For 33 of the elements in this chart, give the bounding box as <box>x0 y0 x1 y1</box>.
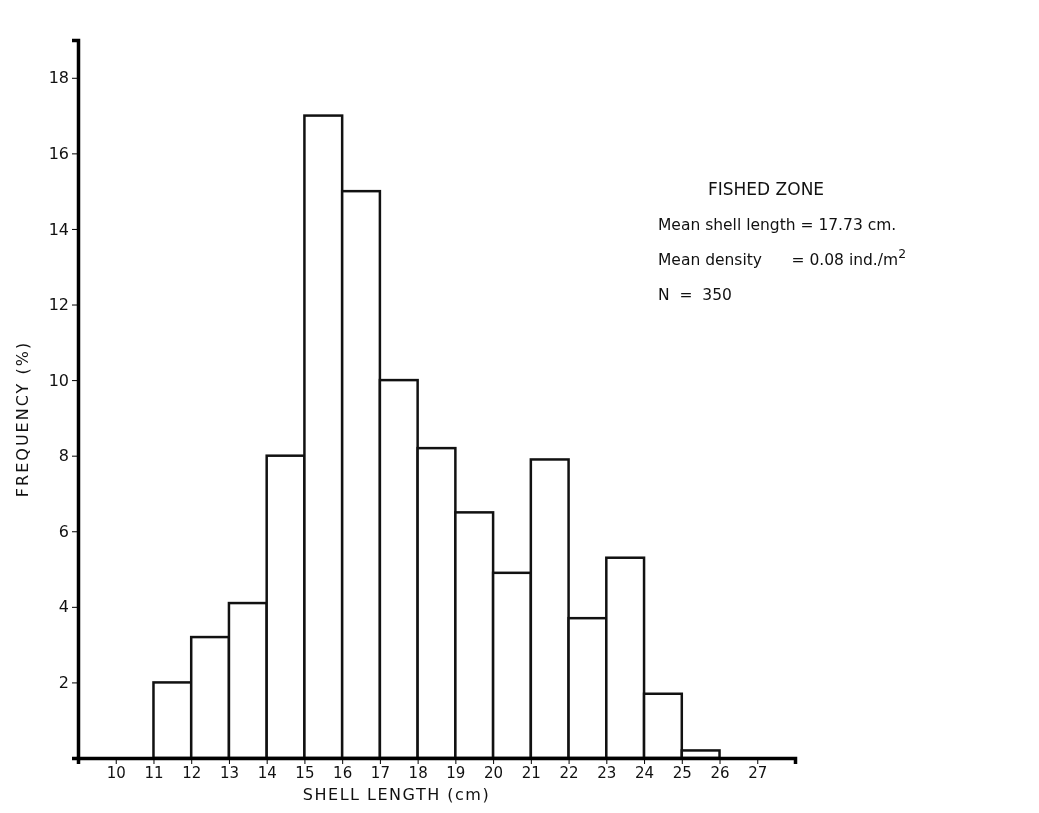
x-axis-title: SHELL LENGTH (cm) <box>302 785 491 804</box>
y-tick-label: 10 <box>48 370 69 390</box>
x-tick-label: 24 <box>635 763 655 782</box>
y-tick-label: 2 <box>58 673 69 693</box>
x-tick-label: 18 <box>408 763 428 782</box>
x-tick-label: 25 <box>672 763 692 782</box>
x-tick-label: 21 <box>521 763 541 782</box>
x-tick-label: 15 <box>295 763 315 782</box>
annotation: Mean density = 0.08 ind./m$^{2}$ <box>658 245 907 269</box>
x-tick-label: 14 <box>257 763 277 782</box>
x-tick-label: 27 <box>748 763 768 782</box>
y-axis-title: FREQUENCY (%) <box>13 340 32 498</box>
y-tick-label: 14 <box>48 219 69 239</box>
annotation: FISHED ZONE <box>708 179 825 199</box>
y-tick-label: 18 <box>48 68 69 88</box>
y-tick-label: 12 <box>48 295 69 315</box>
x-tick-label: 13 <box>219 763 239 782</box>
x-tick-label: 10 <box>106 763 126 782</box>
x-tick-label: 26 <box>710 763 730 782</box>
x-tick-label: 22 <box>559 763 579 782</box>
y-tick-label: 8 <box>58 446 69 466</box>
x-tick-label: 20 <box>484 763 504 782</box>
x-tick-label: 17 <box>370 763 390 782</box>
x-tick-label: 16 <box>333 763 353 782</box>
x-tick-label: 23 <box>597 763 617 782</box>
x-tick-label: 19 <box>446 763 466 782</box>
annotation: Mean shell length = 17.73 cm. <box>658 216 897 234</box>
x-tick-label: 11 <box>144 763 164 782</box>
x-tick-label: 12 <box>182 763 202 782</box>
annotation: N = 350 <box>658 286 732 304</box>
y-tick-label: 16 <box>48 143 69 163</box>
y-tick-label: 4 <box>58 597 69 617</box>
y-tick-label: 6 <box>58 521 69 541</box>
